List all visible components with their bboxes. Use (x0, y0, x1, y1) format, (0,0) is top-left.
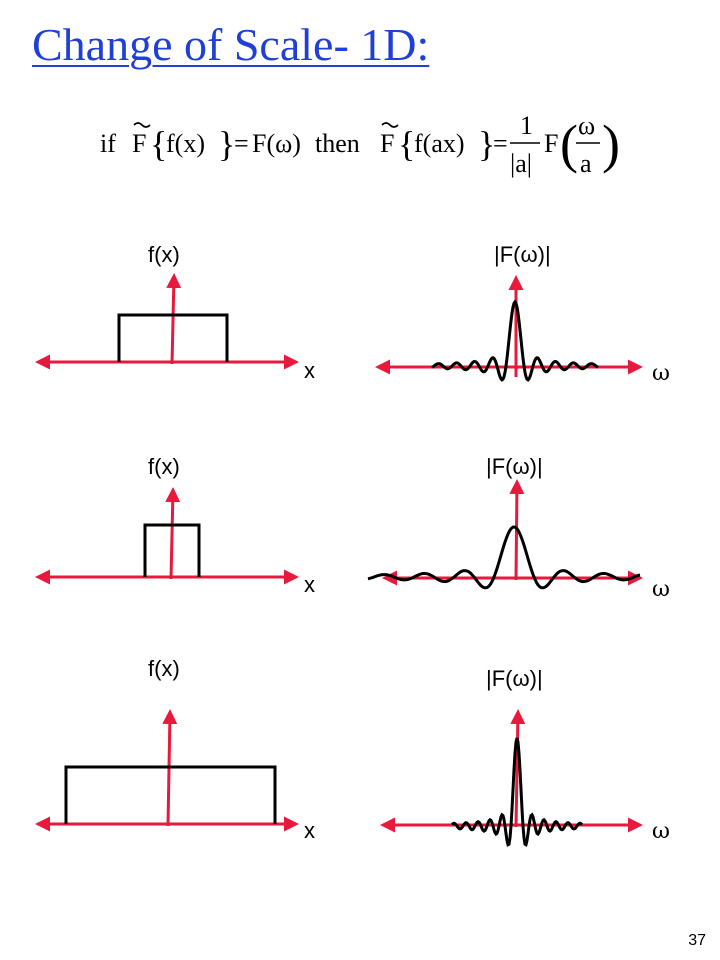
rect-pulse-narrow (143, 523, 201, 577)
formula-if: if (100, 129, 116, 158)
row-3-signal-plot: f(x) x (35, 656, 315, 843)
fraction-denominator: |a| (510, 149, 532, 178)
magnitude-axis (510, 709, 526, 828)
F-label: |F(ω)| (486, 666, 543, 691)
fourier-operator-2: F (380, 122, 399, 158)
row-1-spectrum-plot: |F(ω)| ω (375, 242, 670, 386)
x-axis-label: x (304, 818, 315, 843)
row-1-signal-plot: f(x) x (35, 242, 315, 383)
y-axis (165, 487, 181, 580)
F-label: |F(ω)| (494, 242, 551, 267)
omega-axis-label: ω (652, 819, 670, 844)
omega-axis-label: ω (652, 577, 670, 602)
formula-fx: f(x) (166, 129, 205, 158)
x-axis-label: x (304, 358, 315, 383)
page-number: 37 (688, 932, 706, 949)
magnitude-axis (509, 479, 525, 581)
row-2-signal-plot: f(x) x (35, 454, 315, 597)
y-axis (162, 709, 178, 827)
formula-eq1: = (234, 129, 249, 158)
f-label: f(x) (148, 454, 180, 479)
formula-Fw: F(ω) (252, 129, 301, 158)
close-paren-large: ) (602, 114, 620, 174)
formula-then: then (315, 129, 360, 158)
fraction-omega: ω (578, 111, 595, 140)
f-label: f(x) (148, 656, 180, 681)
scaling-formula: if F { f(x) } = F(ω) then F { f(ax) } = … (100, 111, 620, 178)
sinc-curve-wide (367, 525, 641, 590)
formula-fax: f(ax) (414, 129, 465, 158)
rect-pulse (117, 313, 229, 362)
x-axis-label: x (304, 572, 315, 597)
row-3-spectrum-plot: |F(ω)| ω (380, 666, 670, 847)
svg-text:F: F (132, 129, 146, 158)
formula-F-scaled: F (544, 129, 558, 158)
svg-text:F: F (380, 129, 394, 158)
sinc-curve (431, 299, 599, 382)
formula-eq2: = (493, 129, 508, 158)
rect-pulse-wide (64, 765, 277, 824)
open-paren-large: ( (560, 114, 578, 174)
slide-title: Change of Scale- 1D: (32, 19, 430, 70)
F-label: |F(ω)| (486, 454, 543, 479)
f-label: f(x) (148, 242, 180, 267)
sinc-curve-narrow (450, 737, 584, 847)
row-2-spectrum-plot: |F(ω)| ω (367, 454, 670, 602)
y-axis (166, 273, 182, 365)
close-brace-2: } (478, 124, 495, 164)
fraction-numerator: 1 (520, 111, 533, 140)
fraction-a: a (580, 149, 592, 178)
open-brace-2: { (398, 124, 415, 164)
fourier-operator-1: F (132, 122, 151, 158)
close-brace-1: } (218, 124, 235, 164)
omega-axis-label: ω (652, 361, 670, 386)
open-brace-1: { (150, 124, 167, 164)
